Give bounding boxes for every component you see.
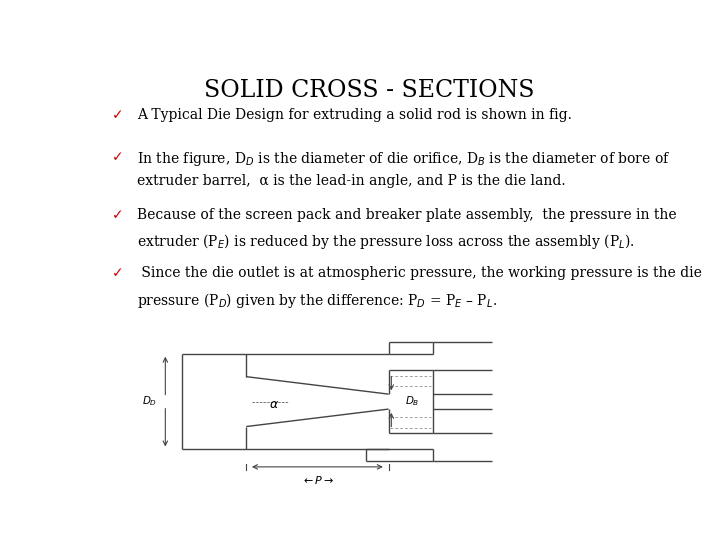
Text: pressure (P$_D$) given by the difference: P$_D$ = P$_E$ – P$_L$.: pressure (P$_D$) given by the difference… [138,291,498,309]
Text: extruder barrel,  α is the lead-in angle, and P is the die land.: extruder barrel, α is the lead-in angle,… [138,174,566,188]
Text: A Typical Die Design for extruding a solid rod is shown in fig.: A Typical Die Design for extruding a sol… [138,109,572,123]
Text: In the figure, D$_D$ is the diameter of die orifice, D$_B$ is the diameter of bo: In the figure, D$_D$ is the diameter of … [138,150,671,168]
Text: $\alpha$: $\alpha$ [269,399,279,411]
Text: ✓: ✓ [112,266,124,280]
Text: ✓: ✓ [112,208,124,222]
Text: ✓: ✓ [112,150,124,164]
Text: extruder (P$_E$) is reduced by the pressure loss across the assembly (P$_L$).: extruder (P$_E$) is reduced by the press… [138,232,635,251]
Text: Since the die outlet is at atmospheric pressure, the working pressure is the die: Since the die outlet is at atmospheric p… [138,266,702,280]
Text: $D_D$: $D_D$ [142,395,157,408]
Text: $D_B$: $D_B$ [405,395,420,408]
Text: ✓: ✓ [112,109,124,123]
Text: Because of the screen pack and breaker plate assembly,  the pressure in the: Because of the screen pack and breaker p… [138,208,677,222]
Text: SOLID CROSS - SECTIONS: SOLID CROSS - SECTIONS [204,79,534,103]
Text: $\leftarrow P \rightarrow$: $\leftarrow P \rightarrow$ [301,474,334,487]
